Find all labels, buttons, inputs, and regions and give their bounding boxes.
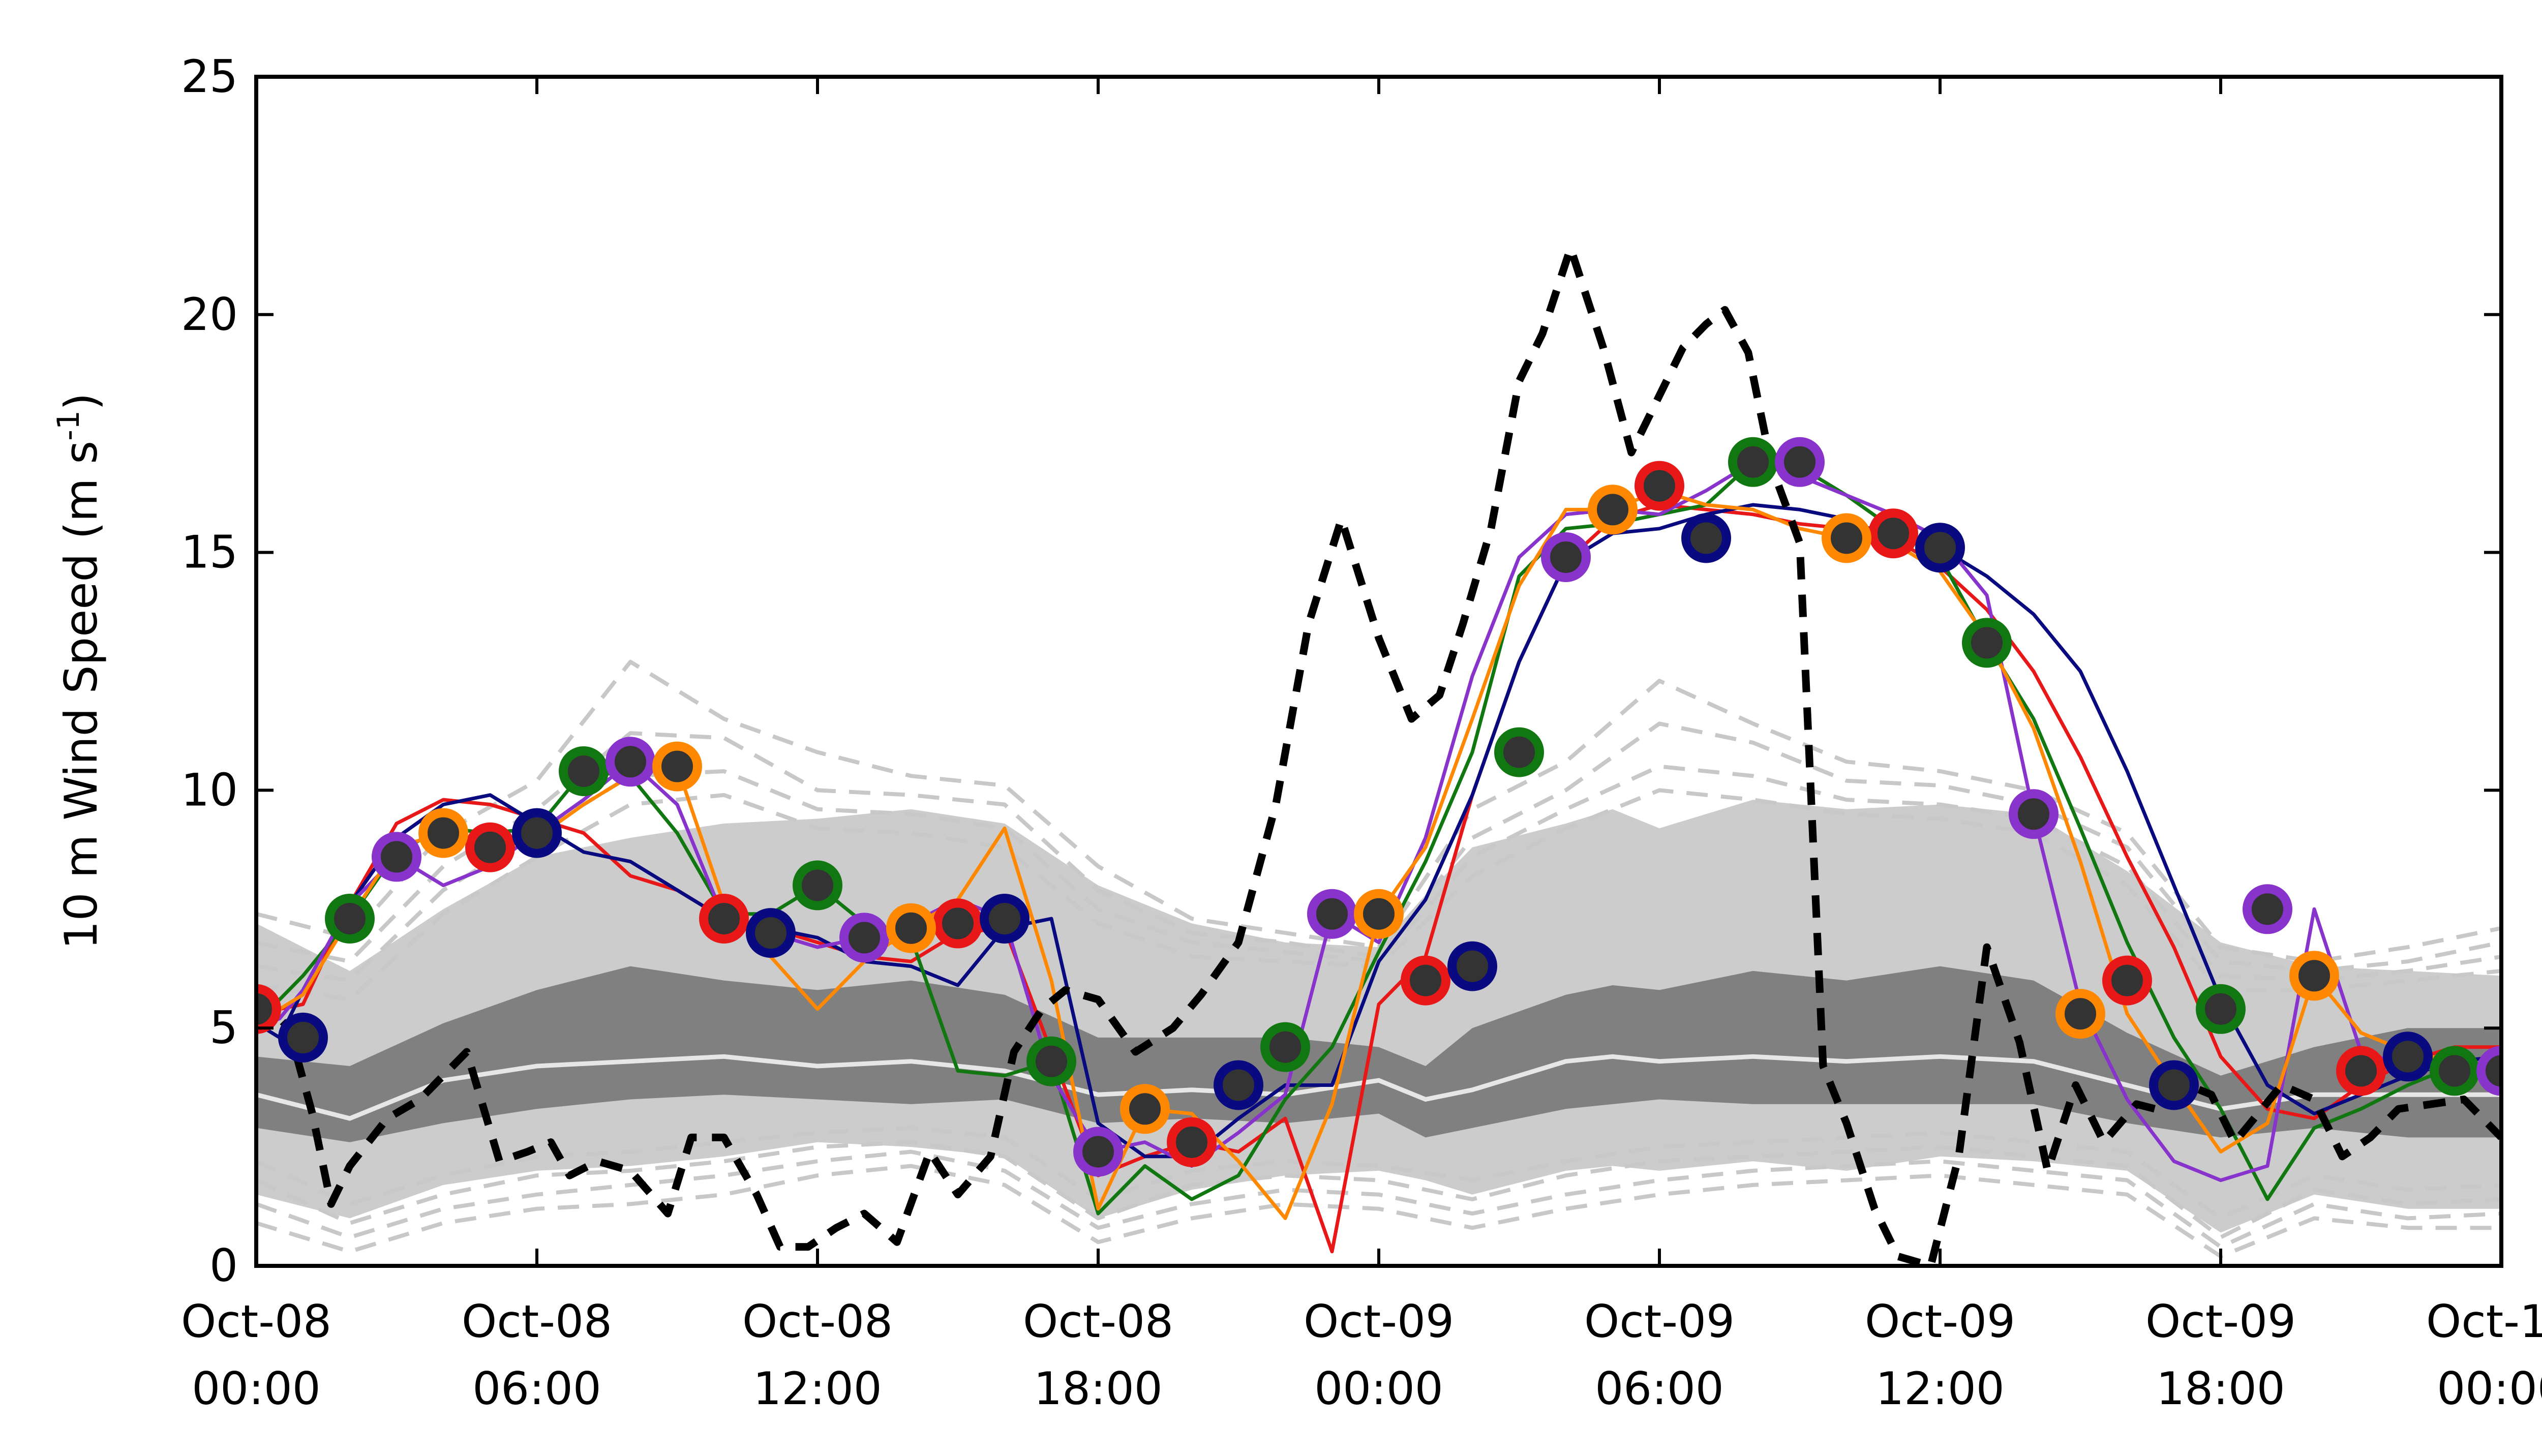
forecast-marker-2 [746, 908, 796, 958]
median-line [256, 1054, 2501, 1121]
x-tick-label-time: 00:00 [2437, 1362, 2542, 1415]
forecast-marker-1 [1401, 955, 1450, 1006]
forecast-marker-5 [886, 903, 936, 953]
x-tick-label-time: 12:00 [1875, 1362, 2005, 1415]
forecast-marker-2 [1681, 513, 1731, 563]
forecast-marker-1 [1868, 508, 1918, 559]
climatology-member-5 [256, 1140, 2501, 1239]
x-tick-label-date: Oct-08 [181, 1295, 331, 1348]
forecast-marker-3 [1962, 618, 2012, 668]
x-tick-label-date: Oct-09 [1304, 1295, 1454, 1348]
x-tick-label-date: Oct-10 [2426, 1295, 2542, 1348]
forecast-marker-3 [2430, 1046, 2479, 1096]
forecast-marker-3 [1026, 1036, 1076, 1086]
forecast-marker-2 [1915, 523, 1965, 573]
forecast-marker-4 [1541, 532, 1591, 582]
climatology-member-6 [256, 1149, 2501, 1249]
x-tick-label-date: Oct-08 [742, 1295, 893, 1348]
forecast-marker-4 [839, 913, 889, 963]
climatology-member-7 [256, 1164, 2501, 1259]
y-tick-label: 10 [181, 764, 238, 816]
y-tick-label: 20 [181, 288, 238, 341]
forecast-markers [256, 437, 2501, 1177]
x-tick-label-date: Oct-09 [2145, 1295, 2296, 1348]
y-tick-label: 5 [209, 1002, 238, 1054]
forecast-marker-4 [2476, 1046, 2501, 1096]
x-tick-label-time: 00:00 [1314, 1362, 1443, 1415]
y-axis-label-close: ) [55, 393, 107, 410]
forecast-marker-5 [2289, 951, 2339, 1001]
forecast-marker-4 [606, 737, 655, 787]
forecast-marker-3 [559, 746, 609, 796]
forecast-member-line-2 [256, 503, 2501, 1159]
forecast-marker-2 [1447, 941, 1497, 991]
y-tick-label: 15 [181, 526, 238, 579]
forecast-marker-2 [2149, 1060, 2199, 1110]
climatology-member-2 [256, 721, 2501, 973]
observed-line [256, 244, 2501, 1266]
forecast-marker-1 [256, 984, 281, 1034]
forecast-marker-1 [1167, 1117, 1217, 1167]
forecast-marker-2 [1214, 1060, 1263, 1110]
forecast-marker-5 [2055, 989, 2105, 1039]
forecast-marker-3 [1728, 437, 1778, 487]
y-tick-label: 25 [181, 50, 238, 103]
forecast-marker-1 [699, 894, 749, 944]
x-tick-label-date: Oct-09 [1584, 1295, 1735, 1348]
forecast-marker-2 [980, 894, 1030, 944]
x-tick-label-date: Oct-08 [1023, 1295, 1173, 1348]
forecast-marker-3 [1494, 727, 1544, 777]
x-tick-label-time: 18:00 [2156, 1362, 2285, 1415]
forecast-marker-5 [652, 741, 702, 792]
x-tick-label-date: Oct-09 [1865, 1295, 2015, 1348]
forecast-marker-5 [418, 808, 468, 858]
x-tick-label-time: 18:00 [1034, 1362, 1163, 1415]
forecast-marker-1 [2336, 1046, 2386, 1096]
x-tick-label-time: 00:00 [192, 1362, 321, 1415]
x-tick-label-time: 06:00 [472, 1362, 601, 1415]
forecast-member-line-1 [256, 503, 2501, 1254]
forecast-marker-4 [372, 832, 421, 882]
forecast-marker-1 [1635, 461, 1684, 511]
x-tick-label-date: Oct-08 [462, 1295, 612, 1348]
y-axis-ticks: 0 5 10 15 20 25 [181, 50, 2501, 1292]
y-axis-label-exponent: -1 [51, 410, 86, 441]
forecast-marker-2 [2383, 1032, 2433, 1082]
x-tick-label-time: 06:00 [1595, 1362, 1724, 1415]
forecast-marker-5 [1354, 889, 1404, 939]
forecast-marker-5 [1120, 1084, 1170, 1134]
forecast-marker-1 [465, 822, 515, 872]
x-tick-label-time: 12:00 [753, 1362, 882, 1415]
y-tick-label: 0 [209, 1239, 238, 1292]
forecast-marker-2 [512, 808, 562, 858]
forecast-marker-5 [1822, 513, 1871, 563]
forecast-marker-3 [325, 894, 375, 944]
x-axis-ticks: Oct-08 00:00 Oct-08 06:00 Oct-08 12:00 Oct-08 1… [181, 77, 2542, 1415]
forecast-marker-4 [1307, 889, 1357, 939]
forecast-marker-4 [2009, 789, 2059, 839]
forecast-marker-3 [2196, 984, 2246, 1034]
y-axis-label: 10 m Wind Speed (m s-1) [51, 393, 107, 950]
forecast-marker-1 [2102, 955, 2152, 1006]
y-axis-label-main: 10 m Wind Speed (m s [55, 441, 107, 949]
observed-series [256, 244, 2501, 1266]
forecast-marker-4 [2243, 884, 2292, 934]
forecast-marker-1 [933, 898, 983, 949]
forecast-marker-4 [1073, 1127, 1123, 1177]
forecast-marker-3 [1260, 1022, 1310, 1072]
forecast-marker-2 [278, 1012, 328, 1063]
forecast-marker-5 [1588, 484, 1638, 535]
climatology-member-1 [256, 659, 2501, 964]
forecast-marker-3 [793, 860, 842, 911]
forecast-marker-4 [1775, 437, 1825, 487]
climatology-member-8 [256, 1126, 2501, 1221]
plot-area [256, 244, 2501, 1266]
